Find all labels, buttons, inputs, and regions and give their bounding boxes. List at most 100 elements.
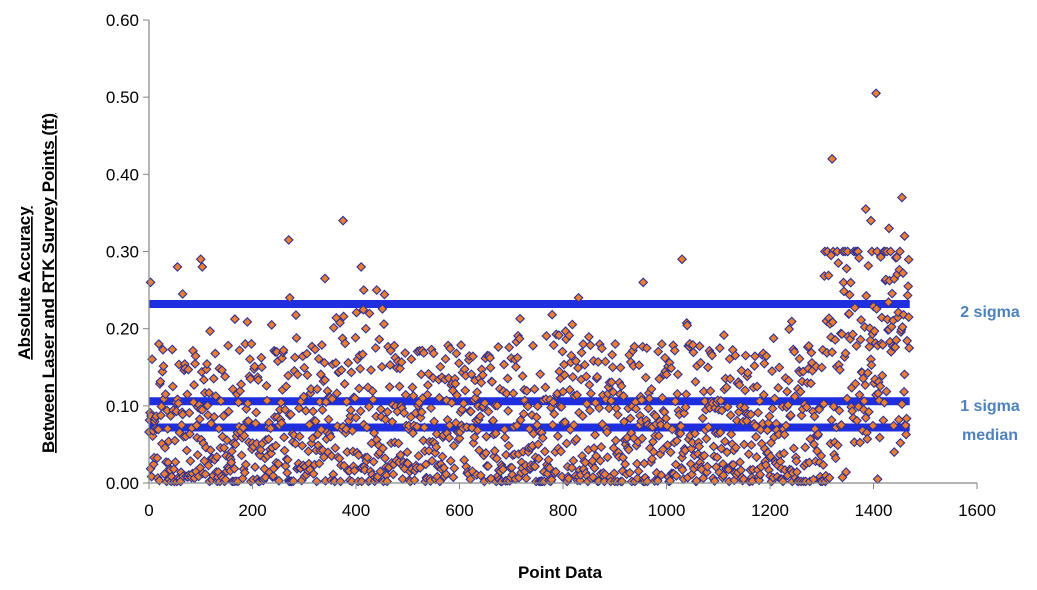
data-point: [481, 431, 492, 442]
data-point: [782, 386, 793, 397]
reference-label-1-sigma: 1 sigma: [960, 398, 1020, 415]
data-point: [408, 390, 419, 401]
data-point: [250, 462, 261, 473]
data-point: [699, 450, 710, 461]
data-point: [251, 407, 262, 418]
data-point: [702, 362, 713, 373]
data-point: [526, 410, 537, 421]
data-point: [596, 442, 607, 453]
y-tick-label: 0.40: [106, 165, 139, 184]
data-point: [422, 380, 433, 391]
data-point: [283, 234, 294, 245]
data-point: [860, 380, 871, 391]
data-point: [814, 404, 825, 415]
data-point: [871, 88, 882, 99]
data-point: [860, 204, 871, 215]
data-point: [844, 289, 855, 300]
data-point: [528, 340, 538, 351]
data-point: [260, 472, 271, 483]
data-point: [902, 290, 913, 301]
data-point: [273, 458, 284, 469]
data-point: [220, 474, 231, 485]
data-point: [659, 352, 670, 363]
data-point: [686, 469, 697, 480]
data-point: [416, 407, 427, 418]
data-point: [376, 361, 387, 372]
data-point: [836, 420, 847, 430]
data-point: [190, 351, 201, 361]
data-point: [808, 474, 819, 485]
data-point: [900, 420, 911, 431]
data-point: [280, 404, 291, 415]
data-point: [855, 437, 866, 448]
data-point: [752, 381, 763, 392]
data-point: [521, 385, 532, 396]
data-point: [419, 422, 430, 433]
data-point: [851, 415, 862, 426]
data-point: [211, 451, 222, 462]
data-point: [679, 408, 690, 419]
data-point: [357, 349, 368, 360]
data-point: [334, 317, 345, 328]
data-point: [725, 410, 736, 421]
data-point: [768, 333, 779, 344]
data-point: [630, 403, 641, 414]
data-point: [607, 349, 618, 360]
data-point: [208, 373, 219, 384]
data-point: [157, 344, 168, 355]
data-point: [515, 313, 526, 324]
data-point: [547, 309, 558, 320]
data-point: [800, 442, 811, 453]
data-point: [406, 354, 417, 365]
data-point: [749, 360, 760, 371]
data-point: [842, 393, 853, 404]
data-point: [278, 345, 289, 356]
data-point: [491, 453, 502, 464]
data-point: [409, 475, 420, 486]
data-point: [338, 215, 349, 226]
data-point: [530, 461, 541, 472]
data-point: [445, 455, 456, 466]
data-point: [327, 394, 338, 405]
data-point: [904, 342, 915, 353]
data-point: [347, 425, 358, 436]
data-point: [413, 450, 424, 461]
data-point: [839, 286, 849, 297]
data-point: [602, 452, 613, 463]
data-point: [573, 292, 584, 303]
data-point: [458, 398, 469, 409]
data-point: [330, 358, 341, 368]
data-point: [236, 379, 247, 390]
data-point: [739, 439, 750, 450]
data-point: [385, 360, 396, 370]
data-point: [583, 331, 594, 342]
data-point: [532, 419, 543, 430]
data-point: [330, 443, 341, 454]
data-point: [244, 354, 255, 365]
data-point: [368, 456, 379, 467]
data-point: [275, 397, 286, 408]
data-point: [213, 423, 224, 434]
data-point: [899, 386, 910, 397]
data-point: [488, 415, 499, 426]
data-point: [537, 433, 548, 443]
data-point: [297, 440, 308, 451]
data-point: [726, 429, 737, 440]
x-axis-title: Point Data: [518, 563, 603, 582]
data-point: [235, 386, 246, 396]
data-point: [882, 314, 893, 325]
reference-label-2-sigma: 2 sigma: [960, 304, 1020, 321]
data-point: [646, 384, 657, 395]
data-point: [661, 369, 672, 380]
data-point: [246, 338, 257, 349]
data-points: [144, 88, 915, 487]
data-point: [899, 231, 910, 242]
data-point: [795, 386, 806, 397]
data-point: [472, 425, 483, 436]
data-point: [483, 406, 494, 417]
data-point: [400, 389, 411, 400]
data-point: [517, 371, 528, 382]
data-point: [283, 370, 294, 381]
data-point: [633, 466, 644, 477]
data-point: [268, 470, 279, 481]
